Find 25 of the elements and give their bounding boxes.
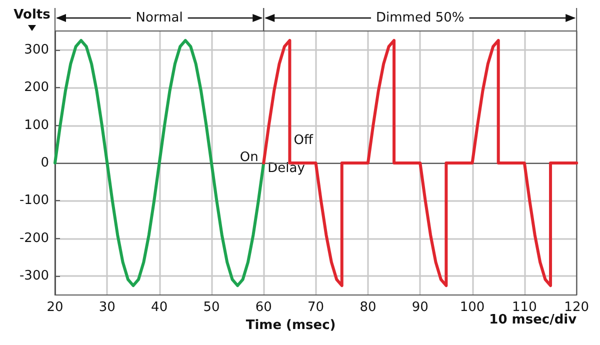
x-tick-label: 110 <box>512 300 537 315</box>
y-tick-label: -200 <box>19 230 49 246</box>
annotation: Off <box>294 132 314 148</box>
x-axis-title: Time (msec) <box>246 318 336 333</box>
x-tick-label: 90 <box>412 300 428 315</box>
x-tick-label: 20 <box>46 300 64 315</box>
y-tick-label: 300 <box>24 42 49 58</box>
x-tick-label: 80 <box>360 300 376 315</box>
text: 10 msec/div <box>489 312 578 328</box>
annotation: On <box>240 150 258 165</box>
x-tick-label: 70 <box>308 300 324 315</box>
y-tick-label: -100 <box>19 193 49 208</box>
x-tick-label: 50 <box>203 300 220 315</box>
y-axis-title: Volts <box>14 8 51 22</box>
x-tick-label: 30 <box>98 300 116 315</box>
text: Normal <box>136 10 183 26</box>
x-tick-label: 40 <box>151 300 168 315</box>
text: Dimmed 50% <box>376 10 464 26</box>
x-tick-label: 100 <box>460 300 485 315</box>
y-tick-label: 0 <box>40 156 49 170</box>
x-tick-label: 60 <box>255 300 272 315</box>
y-tick-label: 200 <box>24 80 49 96</box>
x-tick-label: 120 <box>564 300 590 315</box>
y-tick-label: -300 <box>19 268 49 284</box>
y-tick-label: 100 <box>24 118 49 133</box>
